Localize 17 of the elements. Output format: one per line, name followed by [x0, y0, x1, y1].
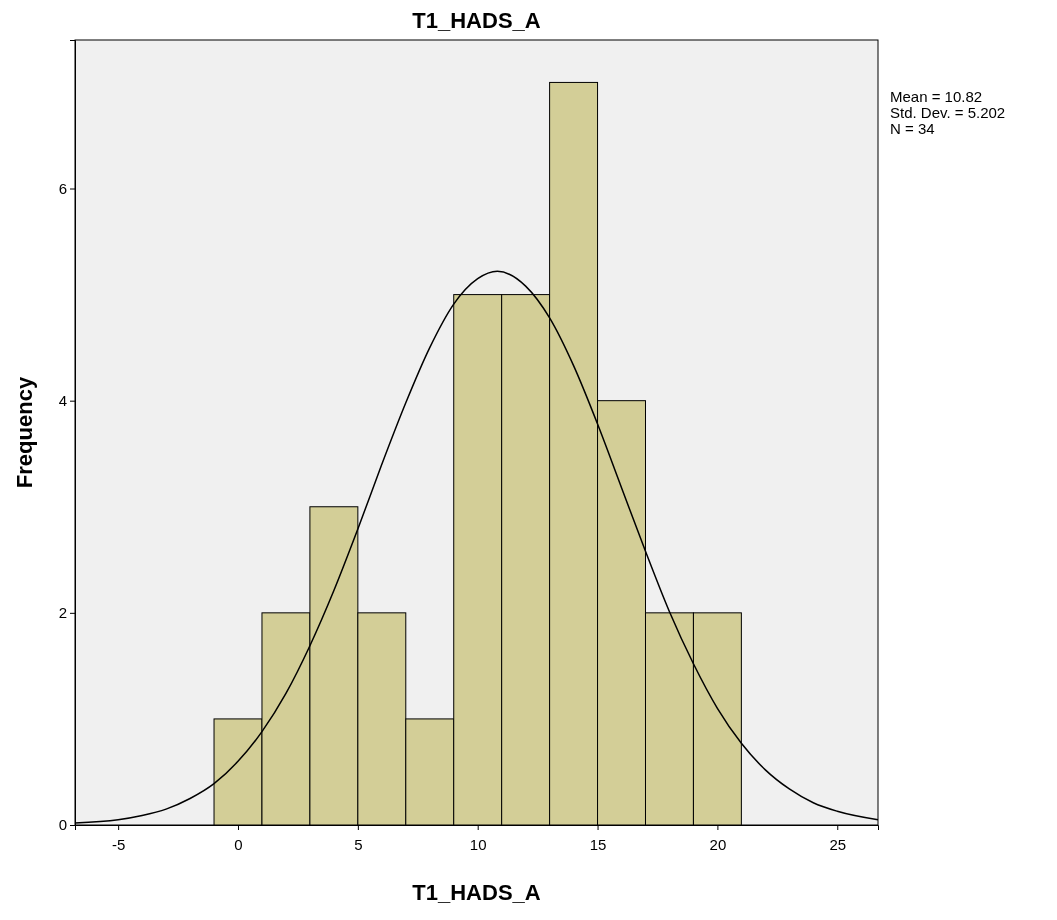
y-axis-title: Frequency — [12, 376, 37, 489]
chart-title: T1_HADS_A — [412, 8, 541, 33]
x-tick-label: 0 — [234, 835, 243, 853]
x-tick-label: 25 — [829, 835, 847, 853]
x-axis-title: T1_HADS_A — [412, 880, 541, 905]
text: Mean = 10.82 — [890, 88, 983, 105]
y-tick-label: 6 — [58, 179, 67, 197]
y-tick-label: 2 — [58, 604, 67, 622]
y-tick-label: 0 — [58, 816, 67, 834]
x-tick-label: 20 — [709, 835, 727, 853]
text: Std. Dev. = 5.202 — [890, 104, 1006, 121]
text: N = 34 — [890, 120, 935, 137]
x-tick-label: 15 — [589, 835, 607, 853]
x-tick-label: 10 — [469, 835, 487, 853]
y-tick-label: 4 — [58, 391, 67, 409]
x-tick-label: -5 — [111, 835, 126, 853]
x-tick-label: 5 — [354, 835, 363, 853]
